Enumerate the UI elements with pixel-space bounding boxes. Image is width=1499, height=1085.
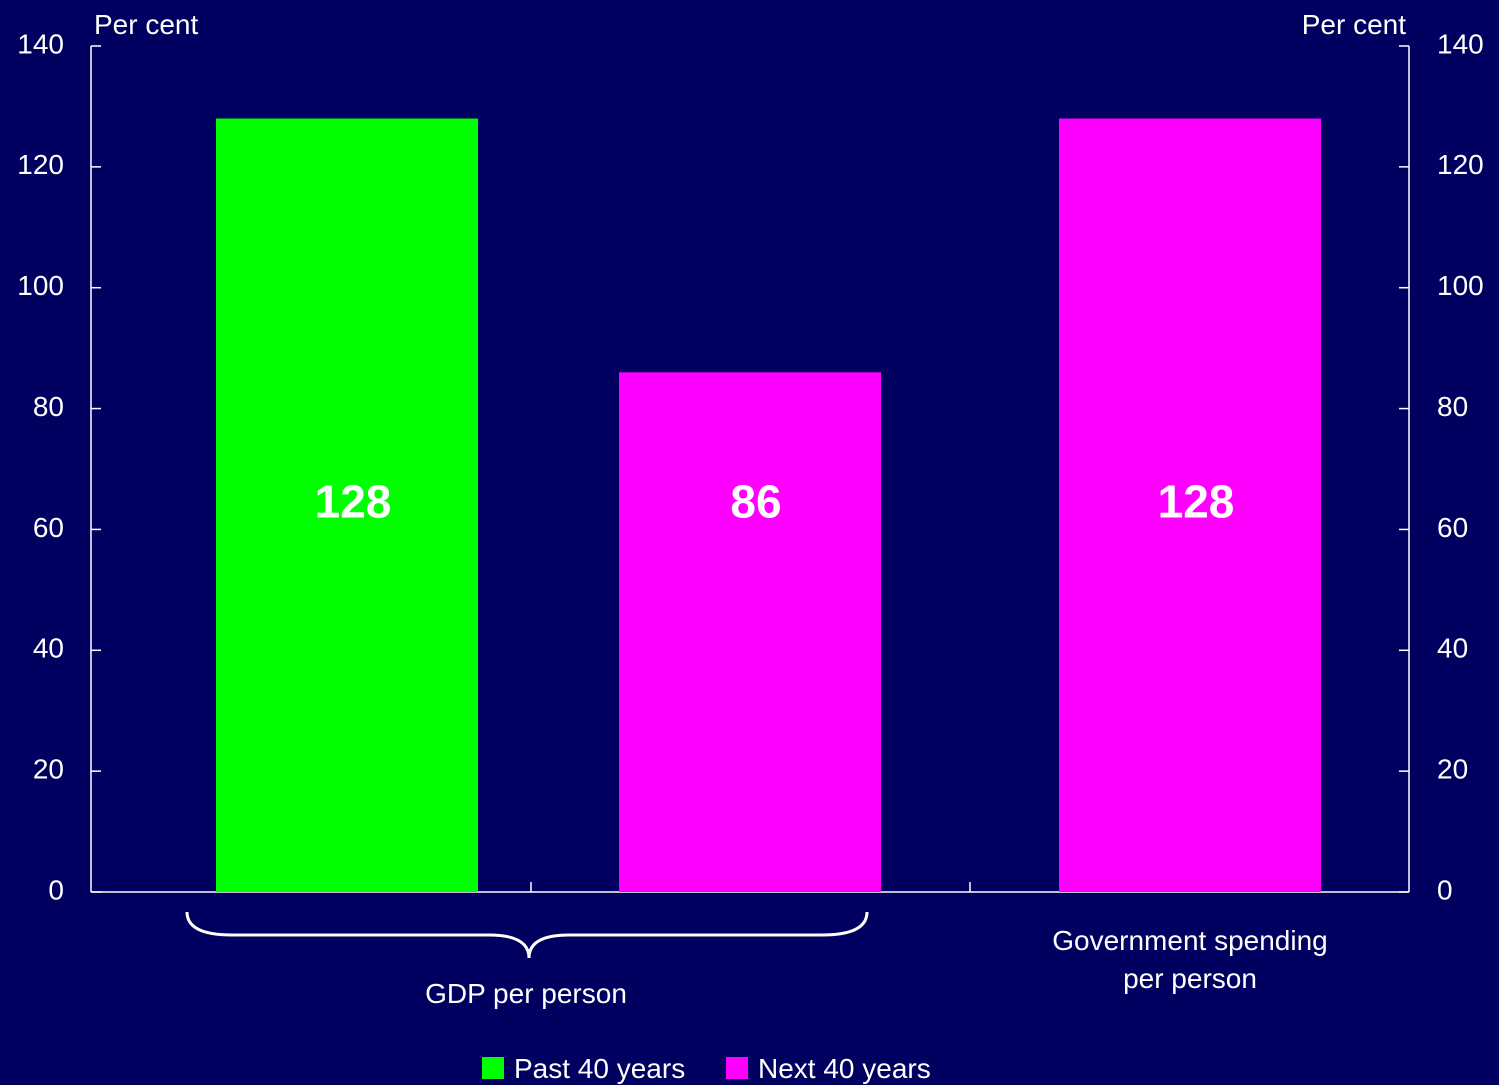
y-tick-label-left: 80: [33, 391, 64, 422]
y-tick-label-left: 0: [48, 874, 64, 905]
group-brace: [185, 911, 869, 959]
bar-value-label: 86: [730, 475, 781, 527]
group-label-government-spending: per person: [1123, 963, 1257, 994]
legend-label: Next 40 years: [758, 1053, 931, 1084]
bar-next-40-years: [1059, 118, 1321, 892]
y-tick-label-left: 100: [17, 270, 64, 301]
bar-past-40-years: [216, 118, 478, 892]
bar-next-40-years: [619, 372, 881, 892]
y-tick-label-right: 140: [1437, 28, 1484, 59]
y-tick-label-left: 40: [33, 633, 64, 664]
legend-swatch: [726, 1057, 748, 1079]
y-tick-label-right: 20: [1437, 754, 1468, 785]
y-tick-label-right: 60: [1437, 512, 1468, 543]
group-label-government-spending: Government spending: [1052, 925, 1328, 956]
y-tick-label-right: 100: [1437, 270, 1484, 301]
y-tick-label-left: 20: [33, 754, 64, 785]
y-tick-label-right: 40: [1437, 633, 1468, 664]
y-tick-label-left: 120: [17, 149, 64, 180]
y-axis-label-right: Per cent: [1302, 9, 1406, 40]
y-tick-label-right: 80: [1437, 391, 1468, 422]
bar-value-label: 128: [1158, 475, 1235, 527]
group-label-gdp: GDP per person: [425, 978, 627, 1009]
y-tick-label-left: 140: [17, 28, 64, 59]
y-tick-label-right: 0: [1437, 874, 1453, 905]
legend-label: Past 40 years: [514, 1053, 685, 1084]
y-tick-label-right: 120: [1437, 149, 1484, 180]
bar-value-label: 128: [315, 475, 392, 527]
y-axis-label-left: Per cent: [94, 9, 198, 40]
y-tick-label-left: 60: [33, 512, 64, 543]
legend-swatch: [482, 1057, 504, 1079]
